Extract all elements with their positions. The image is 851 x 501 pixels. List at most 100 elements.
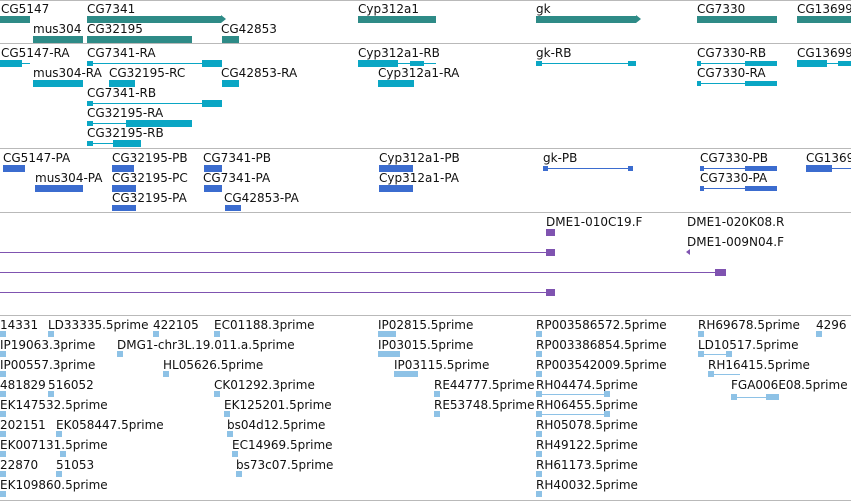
gene-feature[interactable] — [697, 16, 777, 23]
polypeptide-feature[interactable] — [745, 186, 777, 191]
est-feature[interactable] — [726, 351, 732, 357]
transcript-feature[interactable] — [87, 61, 93, 66]
est-feature[interactable] — [0, 491, 6, 497]
gene-feature[interactable] — [222, 36, 239, 43]
gene-feature[interactable] — [358, 16, 436, 23]
est-feature[interactable] — [698, 351, 704, 357]
est-feature[interactable] — [731, 394, 737, 400]
transcript-feature[interactable] — [358, 60, 398, 67]
est-feature[interactable] — [536, 431, 542, 437]
est-feature[interactable] — [378, 351, 400, 357]
est-feature[interactable] — [232, 451, 238, 457]
est-feature[interactable] — [117, 351, 123, 357]
est-feature[interactable] — [536, 371, 542, 377]
transcript-feature[interactable] — [838, 61, 851, 66]
est-feature[interactable] — [163, 371, 169, 377]
transcript-feature[interactable] — [697, 61, 701, 66]
polypeptide-feature[interactable] — [543, 166, 548, 171]
transcript-feature[interactable] — [87, 141, 93, 146]
est-feature[interactable] — [214, 391, 220, 397]
est-feature[interactable] — [153, 331, 159, 337]
polypeptide-feature[interactable] — [112, 165, 134, 172]
est-feature[interactable] — [536, 391, 542, 397]
gene-feature[interactable] — [87, 36, 192, 43]
polypeptide-feature[interactable] — [806, 165, 832, 172]
gene-feature[interactable] — [797, 16, 851, 23]
transcript-feature[interactable] — [33, 80, 83, 87]
est-feature[interactable] — [536, 451, 542, 457]
polypeptide-feature[interactable] — [745, 166, 777, 171]
transcript-feature[interactable] — [87, 101, 93, 106]
transcript-feature[interactable] — [202, 100, 222, 107]
clone-end-feature[interactable] — [546, 249, 555, 256]
polypeptide-feature[interactable] — [112, 185, 136, 192]
est-feature[interactable] — [394, 371, 418, 377]
est-feature[interactable] — [56, 431, 62, 437]
transcript-feature[interactable] — [797, 60, 827, 67]
est-feature[interactable] — [604, 411, 610, 417]
transcript-feature[interactable] — [410, 61, 424, 66]
polypeptide-feature[interactable] — [700, 186, 704, 191]
est-feature[interactable] — [0, 431, 6, 437]
polypeptide-feature[interactable] — [628, 166, 633, 171]
est-feature[interactable] — [536, 351, 542, 357]
est-feature[interactable] — [236, 471, 242, 477]
polypeptide-feature[interactable] — [379, 185, 413, 192]
polypeptide-feature[interactable] — [379, 165, 413, 172]
est-feature[interactable] — [536, 491, 542, 497]
clone-end-feature[interactable] — [546, 289, 555, 296]
est-feature[interactable] — [227, 431, 233, 437]
transcript-feature[interactable] — [202, 60, 222, 67]
est-feature[interactable] — [0, 331, 6, 337]
clone-end-feature[interactable] — [546, 229, 555, 236]
est-feature[interactable] — [214, 331, 220, 337]
gene-feature[interactable] — [87, 16, 221, 23]
est-feature[interactable] — [698, 331, 704, 337]
est-feature[interactable] — [434, 391, 440, 397]
polypeptide-feature[interactable] — [204, 185, 222, 192]
est-feature[interactable] — [434, 411, 440, 417]
est-feature[interactable] — [816, 331, 822, 337]
clone-end-feature[interactable] — [715, 269, 726, 276]
est-feature[interactable] — [60, 451, 66, 457]
est-feature[interactable] — [224, 411, 230, 417]
transcript-feature[interactable] — [222, 80, 239, 87]
transcript-feature[interactable] — [378, 80, 414, 87]
transcript-feature[interactable] — [697, 81, 701, 86]
est-feature[interactable] — [536, 471, 542, 477]
polypeptide-feature[interactable] — [112, 205, 136, 211]
est-feature[interactable] — [0, 451, 6, 457]
est-feature[interactable] — [766, 394, 779, 400]
polypeptide-feature[interactable] — [3, 165, 25, 172]
polypeptide-feature[interactable] — [225, 205, 241, 211]
transcript-feature[interactable] — [0, 60, 22, 67]
polypeptide-feature[interactable] — [35, 185, 83, 192]
polypeptide-feature[interactable] — [204, 165, 222, 172]
est-feature[interactable] — [536, 331, 542, 337]
est-feature[interactable] — [56, 471, 62, 477]
est-feature[interactable] — [536, 411, 542, 417]
gene-feature[interactable] — [33, 36, 83, 43]
est-feature[interactable] — [0, 471, 6, 477]
polypeptide-feature[interactable] — [700, 166, 704, 171]
est-feature[interactable] — [604, 391, 610, 397]
transcript-feature[interactable] — [87, 121, 93, 126]
est-feature[interactable] — [0, 391, 6, 397]
est-feature[interactable] — [0, 351, 6, 357]
transcript-feature[interactable] — [126, 120, 192, 127]
transcript-feature[interactable] — [109, 80, 135, 87]
gene-feature[interactable] — [536, 16, 636, 23]
est-feature[interactable] — [0, 411, 6, 417]
transcript-feature[interactable] — [745, 81, 777, 86]
est-feature[interactable] — [48, 331, 54, 337]
transcript-feature[interactable] — [113, 140, 141, 147]
est-feature[interactable] — [708, 371, 714, 377]
est-feature[interactable] — [48, 391, 54, 397]
est-label: IP03015.5prime — [378, 338, 474, 352]
transcript-feature[interactable] — [536, 61, 542, 66]
transcript-feature[interactable] — [745, 61, 777, 66]
est-feature[interactable] — [0, 371, 6, 377]
transcript-feature[interactable] — [628, 61, 636, 66]
est-feature[interactable] — [378, 331, 396, 337]
gene-feature[interactable] — [0, 16, 30, 23]
